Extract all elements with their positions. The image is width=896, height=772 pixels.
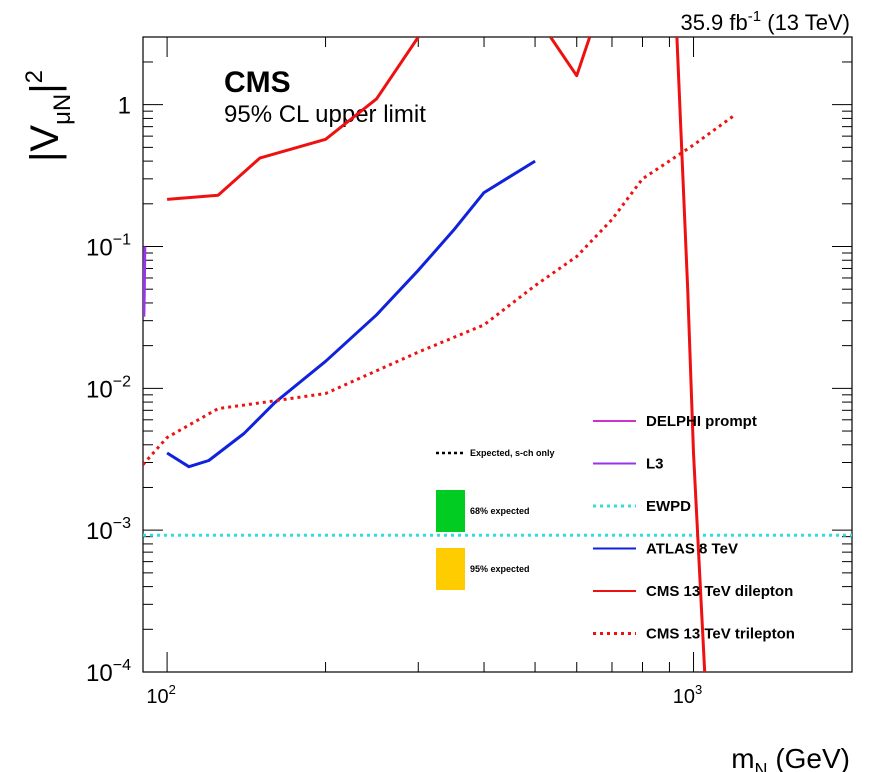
experiment-label: CMS — [224, 66, 291, 99]
y-axis-title: |VμN|2 — [21, 70, 76, 162]
legend-item: 95% expected — [436, 548, 530, 590]
x-tick-label: 102 — [146, 682, 175, 708]
y-tick-label: 10−1 — [86, 232, 131, 262]
series-atlas-8-tev — [166, 159, 536, 469]
legend-item: EWPD — [593, 498, 691, 515]
lumi-label: 35.9 fb-1 (13 TeV) — [680, 8, 850, 35]
svg-text:|VμN|2: |VμN|2 — [21, 70, 76, 162]
legend-item: L3 — [593, 456, 664, 473]
series-cms-13-tev-dilepton — [675, 37, 707, 672]
legend-item: Expected, s-ch only — [436, 448, 555, 458]
y-axis-bar: | — [23, 152, 67, 162]
y-axis-exponent: 2 — [21, 70, 48, 83]
legend-label: CMS 13 TeV trilepton — [646, 626, 795, 643]
legend-label: EWPD — [646, 498, 691, 515]
legend-item: ATLAS 8 TeV — [593, 541, 738, 558]
legend-item: 68% expected — [436, 490, 530, 532]
legend-item: CMS 13 TeV trilepton — [593, 626, 795, 643]
legend-limits: DELPHI prompt L3 EWPD ATLAS 8 TeV CMS 13 TeV… — [593, 413, 795, 643]
x-tick-label: 103 — [673, 682, 702, 708]
y-tick-labels: 10−4 10−3 10−2 10−1 1 — [86, 93, 131, 687]
legend-swatch — [436, 548, 465, 590]
plot-frame — [142, 36, 853, 673]
series-cms-13-tev-dilepton — [549, 37, 592, 78]
legend-item: CMS 13 TeV dilepton — [593, 583, 793, 600]
legend-label: ATLAS 8 TeV — [646, 541, 738, 558]
y-tick-label: 1 — [118, 93, 131, 120]
y-axis-symbol: V — [23, 125, 67, 152]
series-l3 — [143, 246, 147, 317]
y-tick-label: 10−2 — [86, 373, 131, 403]
axis-ticks — [142, 36, 853, 673]
subtitle-label: 95% CL upper limit — [224, 101, 426, 128]
legend-label: CMS 13 TeV dilepton — [646, 583, 793, 600]
legend-label: 95% expected — [470, 564, 530, 574]
series-cms-13-tev-dilepton — [166, 37, 420, 201]
legend-label: L3 — [646, 456, 664, 473]
y-axis-subscript: μN — [49, 94, 76, 125]
legend-label: DELPHI prompt — [646, 413, 757, 430]
y-tick-label: 10−3 — [86, 515, 131, 545]
legend-label: Expected, s-ch only — [470, 448, 555, 458]
x-tick-labels: 102 103 — [146, 682, 702, 708]
legend-expected: Expected, s-ch only 68% expected 95% expec… — [436, 448, 555, 590]
y-tick-label: 10−4 — [86, 657, 131, 687]
legend-label: 68% expected — [470, 506, 530, 516]
legend-item: DELPHI prompt — [593, 413, 757, 430]
x-axis-title: mN (GeV) — [731, 743, 850, 772]
legend-swatch — [436, 490, 465, 532]
series-layer — [143, 37, 852, 672]
